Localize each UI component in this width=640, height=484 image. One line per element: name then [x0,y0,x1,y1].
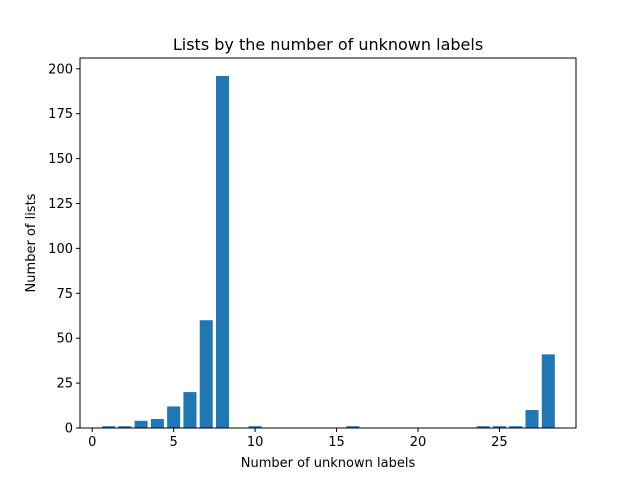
y-tick-label: 200 [48,62,73,77]
bar [199,320,213,428]
y-tick-label: 150 [48,152,73,167]
bar [492,426,506,428]
y-tick-label: 25 [56,377,73,392]
bar [476,426,490,428]
y-tick-label: 0 [65,422,73,437]
bar [541,354,555,428]
bar [101,426,116,428]
bar [248,426,262,428]
bars-group [101,75,555,428]
x-tick-label: 0 [88,435,96,450]
y-axis-ticks: 0 25 50 75 100 125 150 175 200 [48,62,80,437]
y-tick-label: 75 [56,287,73,302]
x-tick-label: 5 [170,435,178,450]
bar [134,420,148,428]
bar [525,410,539,428]
chart-title: Lists by the number of unknown labels [173,35,483,54]
bar [183,392,197,428]
bar [346,426,360,428]
bar [509,426,523,428]
bar [167,406,181,428]
y-tick-label: 175 [48,107,73,122]
y-tick-label: 125 [48,197,73,212]
y-tick-label: 50 [56,332,73,347]
plot-frame [79,57,577,429]
bar [216,75,230,428]
bar [118,426,132,428]
x-axis-ticks: 0 5 10 15 20 25 [88,428,508,450]
bar [150,419,164,428]
y-axis-label: Number of lists [24,193,39,292]
y-tick-label: 100 [48,242,73,257]
x-tick-label: 20 [410,435,427,450]
x-tick-label: 10 [247,435,264,450]
x-axis-label: Number of unknown labels [241,456,416,471]
x-tick-label: 15 [328,435,345,450]
x-tick-label: 25 [491,435,508,450]
